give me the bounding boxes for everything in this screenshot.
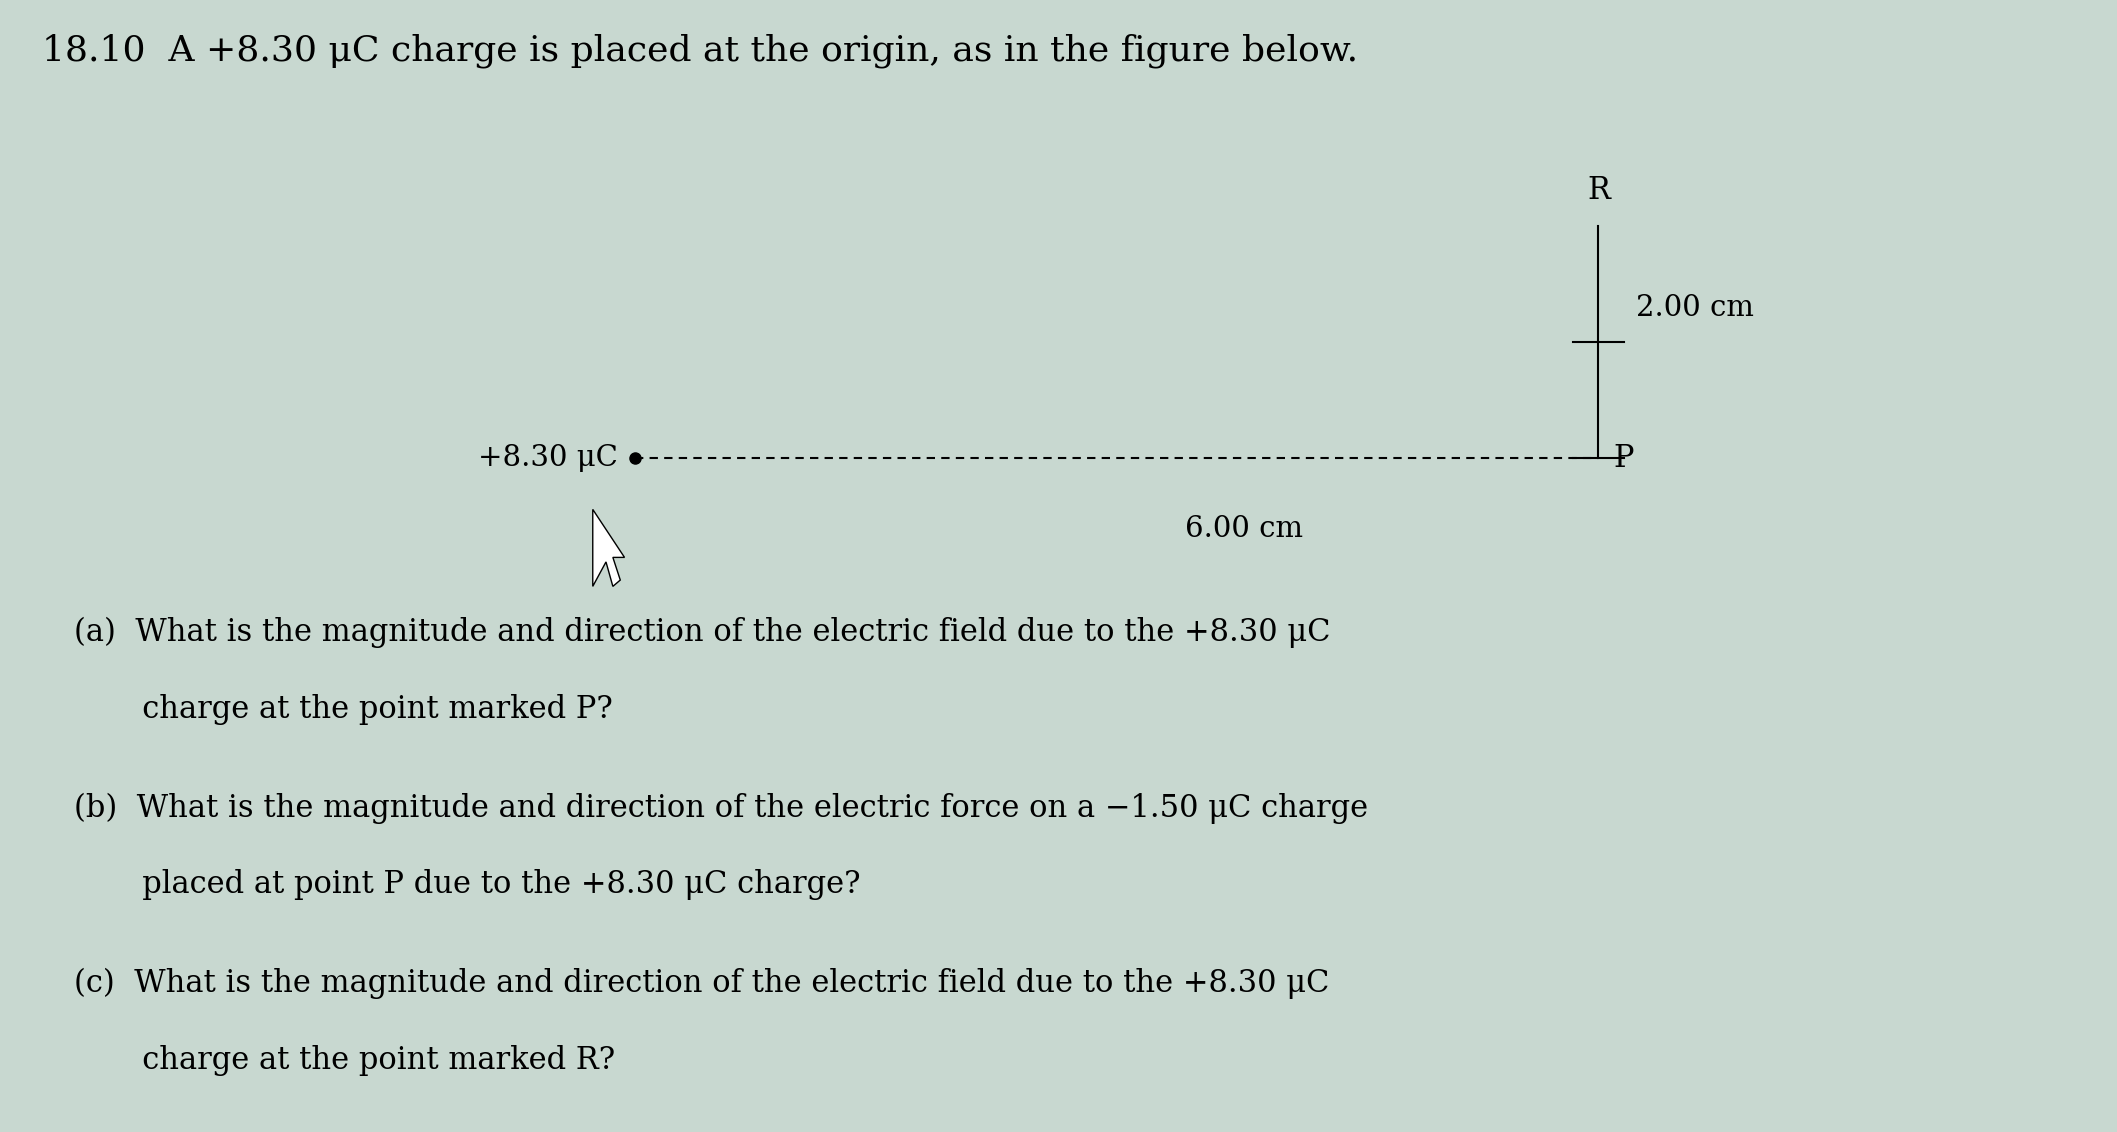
Text: 2.00 cm: 2.00 cm (1636, 294, 1755, 323)
Text: charge at the point marked P?: charge at the point marked P? (74, 694, 612, 724)
Text: +8.30 μC: +8.30 μC (478, 445, 618, 472)
Text: P: P (1613, 443, 1634, 474)
Text: (c)  What is the magnitude and direction of the electric field due to the +8.30 : (c) What is the magnitude and direction … (74, 968, 1329, 1000)
Text: placed at point P due to the +8.30 μC charge?: placed at point P due to the +8.30 μC ch… (74, 869, 862, 900)
Text: charge at the point marked R?: charge at the point marked R? (74, 1045, 616, 1075)
Polygon shape (593, 509, 625, 586)
Text: (b)  What is the magnitude and direction of the electric force on a −1.50 μC cha: (b) What is the magnitude and direction … (74, 792, 1368, 824)
Text: 6.00 cm: 6.00 cm (1186, 515, 1302, 543)
Text: R: R (1588, 175, 1609, 206)
Text: 18.10  A +8.30 μC charge is placed at the origin, as in the figure below.: 18.10 A +8.30 μC charge is placed at the… (42, 34, 1359, 68)
Text: (a)  What is the magnitude and direction of the electric field due to the +8.30 : (a) What is the magnitude and direction … (74, 617, 1332, 649)
